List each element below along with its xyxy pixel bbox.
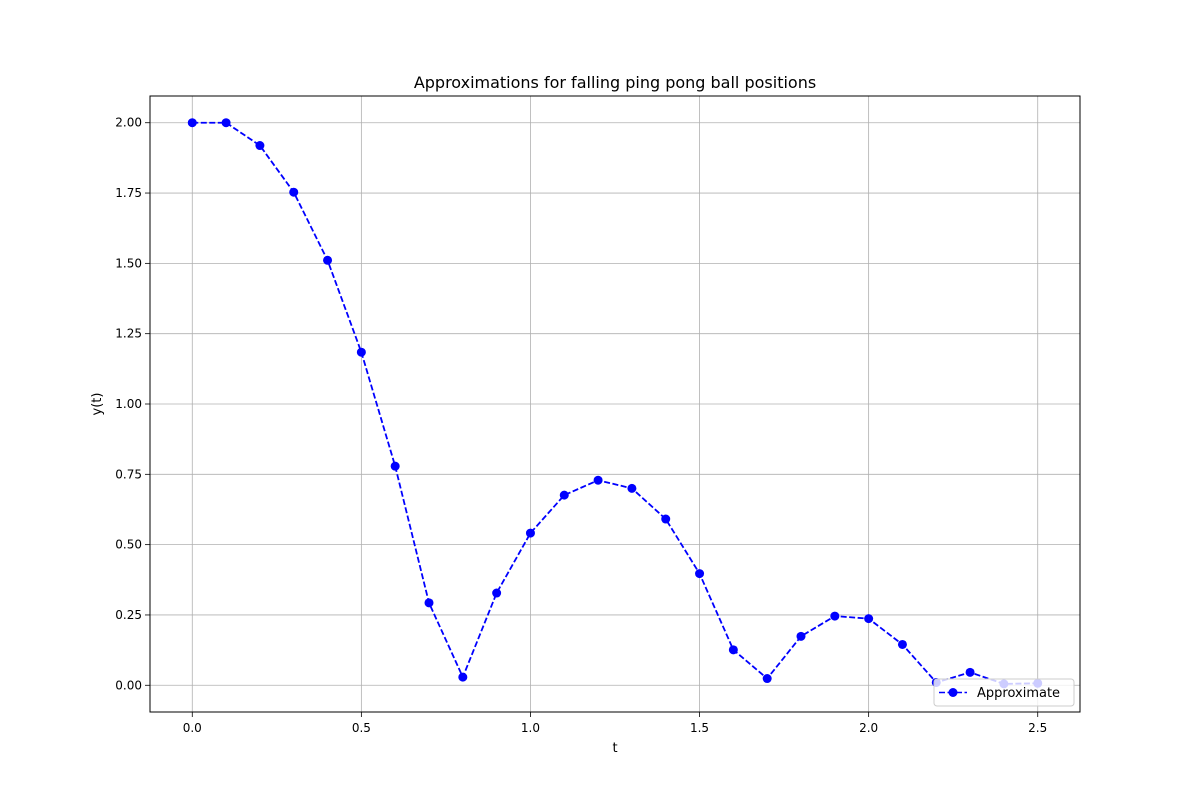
legend-marker-sample	[948, 688, 958, 697]
y-axis-label: y(t)	[90, 393, 105, 416]
data-point	[255, 141, 265, 151]
data-point	[390, 461, 400, 471]
data-point	[695, 569, 705, 579]
y-tick-label: 1.00	[115, 397, 142, 411]
x-tick-label: 2.0	[859, 721, 878, 735]
x-axis-label: t	[612, 741, 617, 756]
data-point	[593, 475, 603, 485]
data-point	[661, 514, 671, 524]
y-tick-label: 2.00	[115, 116, 142, 130]
y-tick-label: 1.25	[115, 327, 142, 341]
x-tick-label: 0.0	[183, 721, 202, 735]
grid-layer	[150, 96, 1080, 712]
x-tick-label: 2.5	[1028, 721, 1047, 735]
y-tick-label: 1.50	[115, 256, 142, 270]
data-point	[458, 672, 468, 682]
series-line	[192, 121, 1038, 685]
data-point	[897, 639, 907, 649]
data-point	[356, 347, 366, 357]
data-point	[492, 588, 502, 598]
x-axis: 0.0 0.5 1.0 1.5 2.0 2.5	[183, 712, 1047, 735]
data-point	[525, 528, 535, 538]
x-tick-label: 0.5	[352, 721, 371, 735]
y-tick-label: 0.00	[115, 678, 142, 692]
data-point	[796, 631, 806, 641]
x-tick-label: 1.5	[690, 721, 709, 735]
data-point	[323, 255, 333, 265]
data-point	[187, 118, 197, 128]
data-point	[221, 118, 231, 128]
legend-box	[933, 678, 1075, 707]
data-point	[965, 667, 975, 677]
data-point	[762, 674, 772, 684]
chart-title: Approximations for falling ping pong bal…	[414, 73, 816, 92]
y-tick-label: 0.25	[115, 608, 142, 622]
data-point	[424, 598, 434, 608]
data-point	[864, 614, 874, 624]
y-tick-label: 1.75	[115, 186, 142, 200]
x-tick-label: 1.0	[521, 721, 540, 735]
legend-label: Approximate	[977, 686, 1060, 701]
y-tick-label: 0.50	[115, 538, 142, 552]
data-point	[728, 645, 738, 655]
data-point	[559, 490, 569, 500]
legend: Approximate	[933, 678, 1075, 707]
data-point	[289, 187, 299, 197]
data-point	[830, 611, 840, 621]
y-axis: 0.00 0.25 0.50 0.75 1.00 1.25 1.50 1.75 2.00	[115, 116, 150, 692]
data-point	[627, 483, 637, 493]
y-tick-label: 0.75	[115, 467, 142, 481]
